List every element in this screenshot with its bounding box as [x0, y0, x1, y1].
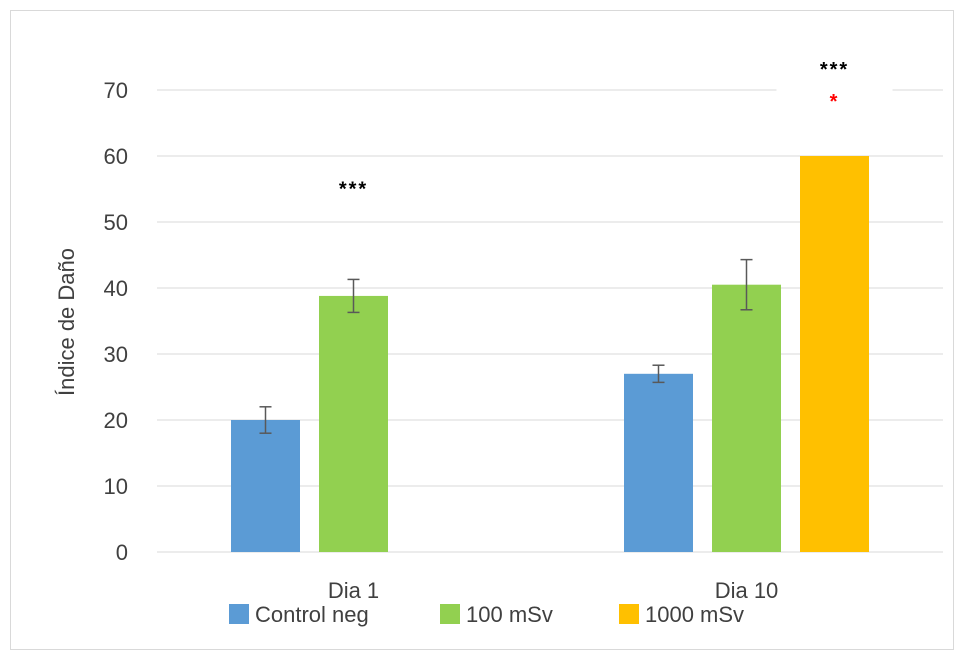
category-labels: Dia 1 Dia 10 [328, 578, 778, 603]
bars [231, 156, 869, 552]
significance-marker: * [830, 91, 840, 113]
legend: Control neg 100 mSv 1000 mSv [229, 602, 744, 627]
bar [624, 373, 693, 552]
category-label: Dia 10 [715, 578, 779, 603]
legend-swatch [229, 604, 249, 624]
error-bars [259, 258, 753, 434]
legend-swatch [440, 604, 460, 624]
legend-label: 100 mSv [466, 602, 553, 627]
significance-annotations: ******* [339, 52, 893, 200]
annotation-background [776, 52, 893, 122]
bar [800, 156, 869, 552]
y-tick-label: 0 [116, 540, 128, 565]
y-tick-label: 40 [104, 276, 128, 301]
bar [712, 284, 781, 552]
significance-marker: *** [339, 178, 368, 200]
category-label: Dia 1 [328, 578, 379, 603]
bar [231, 420, 300, 552]
y-tick-label: 60 [104, 144, 128, 169]
significance-marker: *** [820, 59, 849, 81]
bar [319, 295, 388, 552]
y-tick-label: 70 [104, 78, 128, 103]
y-tick-labels: 0 10 20 30 40 50 60 70 [104, 78, 128, 565]
legend-swatch [619, 604, 639, 624]
y-tick-label: 20 [104, 408, 128, 433]
y-tick-label: 30 [104, 342, 128, 367]
y-tick-label: 50 [104, 210, 128, 235]
y-axis-title: Índice de Daño [54, 248, 79, 396]
legend-label: Control neg [255, 602, 369, 627]
y-tick-label: 10 [104, 474, 128, 499]
legend-label: 1000 mSv [645, 602, 744, 627]
